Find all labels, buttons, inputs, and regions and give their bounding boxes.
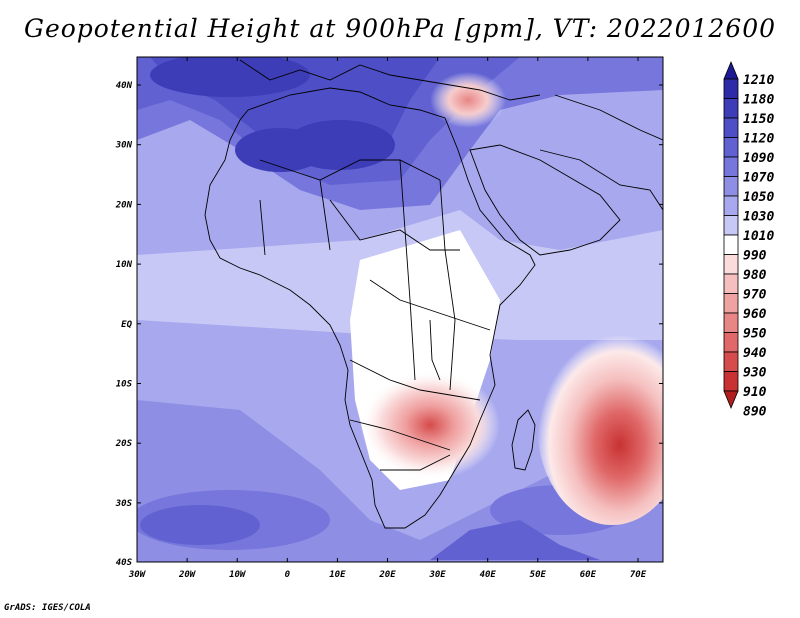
colorbar-swatch <box>723 254 739 275</box>
lat-label: EQ <box>121 320 132 330</box>
colorbar-swatch <box>723 117 739 138</box>
colorbar-label: 1030 <box>743 210 774 225</box>
lat-label: 30S <box>115 499 133 509</box>
colorbar-swatch <box>723 215 739 236</box>
colorbar-label: 1120 <box>743 132 774 147</box>
colorbar-label: 990 <box>743 249 767 264</box>
lat-label: 40N <box>116 81 133 91</box>
colorbar-swatch <box>723 371 739 392</box>
colorbar-label: 940 <box>743 346 767 361</box>
colorbar-label: 960 <box>743 307 767 322</box>
colorbar-label: 1150 <box>743 112 774 127</box>
coastlines <box>204 59 663 529</box>
lon-label: 40E <box>480 570 497 580</box>
map-frame <box>136 56 664 563</box>
lon-label: 0 <box>285 570 291 580</box>
colorbar-swatch <box>723 137 739 158</box>
credit-text: GrADS: IGES/COLA <box>4 603 91 613</box>
lat-label: 10N <box>116 260 133 270</box>
low-zimbabwe <box>360 370 500 480</box>
figure-title: Geopotential Height at 900hPa [gpm], VT:… <box>23 14 777 43</box>
lon-label: 20W <box>178 570 197 580</box>
lon-label: 10W <box>229 570 247 580</box>
lon-label: 30W <box>128 570 147 580</box>
colorbar-swatch <box>723 332 739 353</box>
colorbar-label: 1090 <box>743 151 774 166</box>
colorbar-swatch <box>723 293 739 314</box>
colorbar-label: 950 <box>743 327 767 342</box>
colorbar-label: 890 <box>743 405 767 420</box>
colorbar-swatch <box>723 312 739 333</box>
colorbar-label: 1210 <box>743 73 774 88</box>
colorbar-swatch <box>723 273 739 294</box>
low-anatolia <box>430 72 506 128</box>
colorbar-label: 970 <box>743 288 767 303</box>
lat-label: 10S <box>116 380 133 390</box>
colorbar-swatch <box>723 78 739 99</box>
colorbar-swatch <box>723 98 739 119</box>
colorbar-swatch <box>723 195 739 216</box>
lon-label: 50E <box>530 570 547 580</box>
lon-label: 30E <box>428 570 446 580</box>
colorbar-swatch <box>723 351 739 372</box>
height-field <box>137 57 663 562</box>
lat-label: 30N <box>115 141 133 151</box>
lon-label: 20E <box>378 570 396 580</box>
lat-label: 20N <box>115 200 133 210</box>
colorbar-label: 980 <box>743 268 767 283</box>
colorbar-label: 1180 <box>743 93 774 108</box>
colorbar-swatch <box>723 176 739 197</box>
colorbar-label: 1070 <box>743 171 774 186</box>
lat-label: 20S <box>115 439 133 449</box>
low-indian-ocean <box>537 325 663 525</box>
lon-label: 60E <box>580 570 597 580</box>
lat-label: 40S <box>116 558 133 568</box>
colorbar-top-arrow <box>723 60 739 80</box>
colorbar-bottom-arrow <box>723 390 739 410</box>
colorbar-label: 1010 <box>743 229 774 244</box>
lon-label: 10E <box>329 570 346 580</box>
colorbar-swatch <box>723 156 739 177</box>
colorbar-label: 910 <box>743 385 767 400</box>
longitude-labels: 30W 20W 10W 0 10E 20E 30E 40E 50E 60E 70E <box>128 57 647 580</box>
lon-label: 70E <box>630 570 647 580</box>
latitude-labels: 40N 30N 20N 10N EQ 10S 20S 30S 40S <box>115 81 663 568</box>
colorbar-swatch <box>723 234 739 255</box>
colorbar: 1210 1180 1150 1120 1090 1070 1050 1030 1010 990 9… <box>723 60 774 420</box>
colorbar-label: 930 <box>743 366 767 381</box>
colorbar-label: 1050 <box>743 190 774 205</box>
